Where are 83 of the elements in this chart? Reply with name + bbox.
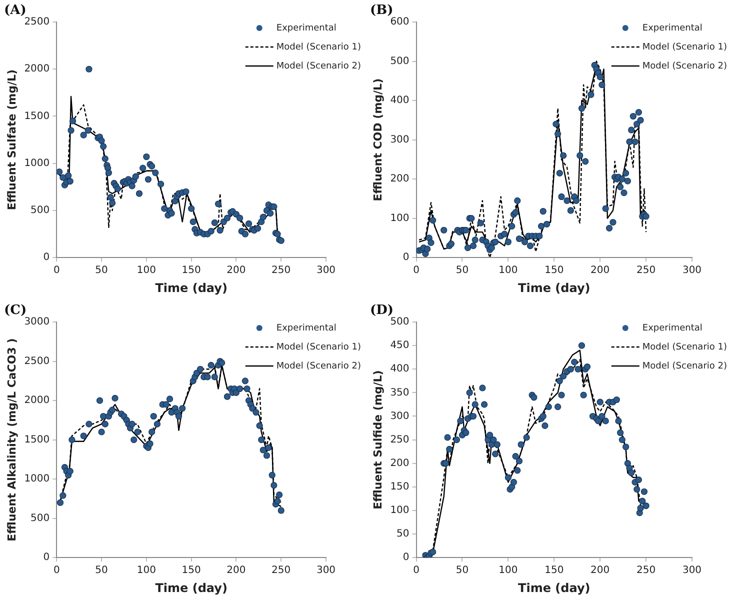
x-tick-label: 300 [682, 265, 702, 276]
y-axis-title: Effluent Alkalinity (mg/L CaCO3 ) [5, 338, 18, 542]
x-tick-label: 100 [498, 265, 518, 276]
x-tick-label: 250 [272, 565, 291, 576]
x-tick-label: 50 [456, 565, 469, 576]
x-tick-label: 150 [182, 265, 201, 276]
y-tick-label: 0 [402, 252, 410, 264]
x-tick-label: 50 [456, 265, 469, 276]
y-tick-label: 2000 [24, 395, 50, 406]
y-tick-label: 2500 [24, 356, 50, 367]
x-tick-label: 150 [544, 265, 564, 276]
y-tick-label: 350 [390, 387, 410, 398]
y-tick-label: 2500 [24, 16, 50, 28]
legend-label: Model (Scenario 2) [642, 361, 728, 372]
x-tick-label: 50 [95, 565, 108, 576]
y-tick-label: 0 [43, 552, 50, 564]
x-axis-title: Time (day) [155, 580, 228, 595]
y-tick-label: 500 [30, 205, 50, 216]
y-tick-label: 3000 [24, 316, 50, 328]
y-tick-label: 600 [390, 16, 410, 28]
x-tick-label: 200 [590, 265, 610, 276]
y-tick-label: 1500 [24, 110, 50, 122]
y-tick-label: 1500 [24, 434, 50, 446]
legend-label: Model (Scenario 2) [642, 61, 728, 72]
x-tick-label: 150 [182, 565, 201, 576]
x-tick-label: 0 [413, 265, 420, 276]
x-tick-label: 150 [544, 565, 564, 576]
x-tick-label: 100 [498, 565, 518, 576]
y-tick-label: 500 [390, 316, 410, 328]
y-tick-label: 1000 [24, 158, 50, 169]
text: (D) [370, 302, 394, 318]
text: (C) [4, 302, 27, 318]
y-tick-label: 400 [390, 95, 410, 106]
y-tick-label: 450 [390, 340, 410, 352]
y-tick-label: 200 [390, 174, 410, 185]
legend-label: Model (Scenario 1) [642, 42, 728, 52]
x-tick-label: 250 [636, 565, 656, 576]
y-tick-label: 50 [396, 528, 410, 540]
legend-label: Model (Scenario 1) [276, 342, 362, 352]
x-tick-label: 200 [226, 565, 246, 576]
x-tick-label: 250 [636, 265, 656, 276]
x-tick-label: 50 [95, 265, 108, 276]
x-axis-title: Time (day) [155, 280, 228, 295]
x-tick-label: 0 [53, 265, 60, 276]
y-axis-title: Effluent Sulfide (mg/L) [371, 370, 384, 510]
x-tick-label: 100 [136, 265, 156, 276]
x-tick-label: 200 [226, 265, 246, 276]
x-tick-label: 300 [316, 565, 336, 576]
legend-label: Model (Scenario 2) [276, 61, 362, 72]
x-tick-label: 300 [682, 565, 702, 576]
y-tick-label: 300 [390, 410, 410, 422]
x-tick-label: 300 [316, 265, 336, 276]
y-tick-label: 0 [43, 252, 50, 264]
y-tick-label: 150 [390, 482, 410, 493]
legend-label: Model (Scenario 1) [642, 342, 728, 352]
text: (B) [370, 2, 394, 18]
legend-label: Experimental [276, 323, 336, 334]
x-tick-label: 0 [413, 565, 420, 576]
y-axis-title: Effluent COD (mg/L) [371, 78, 384, 202]
legend-label: Experimental [642, 23, 702, 34]
legend-label: Experimental [642, 323, 702, 334]
legend-label: Model (Scenario 1) [276, 42, 362, 52]
x-axis-title: Time (day) [518, 280, 590, 295]
y-tick-label: 500 [30, 512, 50, 524]
legend-label: Model (Scenario 2) [276, 361, 362, 372]
y-tick-label: 300 [390, 134, 410, 146]
y-tick-label: 100 [390, 505, 410, 516]
y-tick-label: 2000 [24, 64, 50, 75]
x-tick-label: 0 [53, 565, 60, 576]
legend-label: Experimental [276, 23, 336, 34]
y-tick-label: 500 [390, 56, 410, 67]
y-tick-label: 1000 [24, 474, 50, 485]
x-tick-label: 250 [272, 265, 291, 276]
x-tick-label: 200 [590, 565, 610, 576]
y-axis-title: Effluent Sulfate (mg/L) [5, 69, 18, 210]
y-tick-label: 0 [402, 552, 410, 564]
x-axis-title: Time (day) [518, 580, 590, 595]
x-tick-label: 100 [136, 565, 156, 576]
y-tick-label: 400 [390, 364, 410, 375]
y-tick-label: 200 [390, 458, 410, 469]
text: (A) [4, 2, 26, 18]
y-tick-label: 250 [390, 434, 410, 446]
y-tick-label: 100 [390, 212, 410, 224]
